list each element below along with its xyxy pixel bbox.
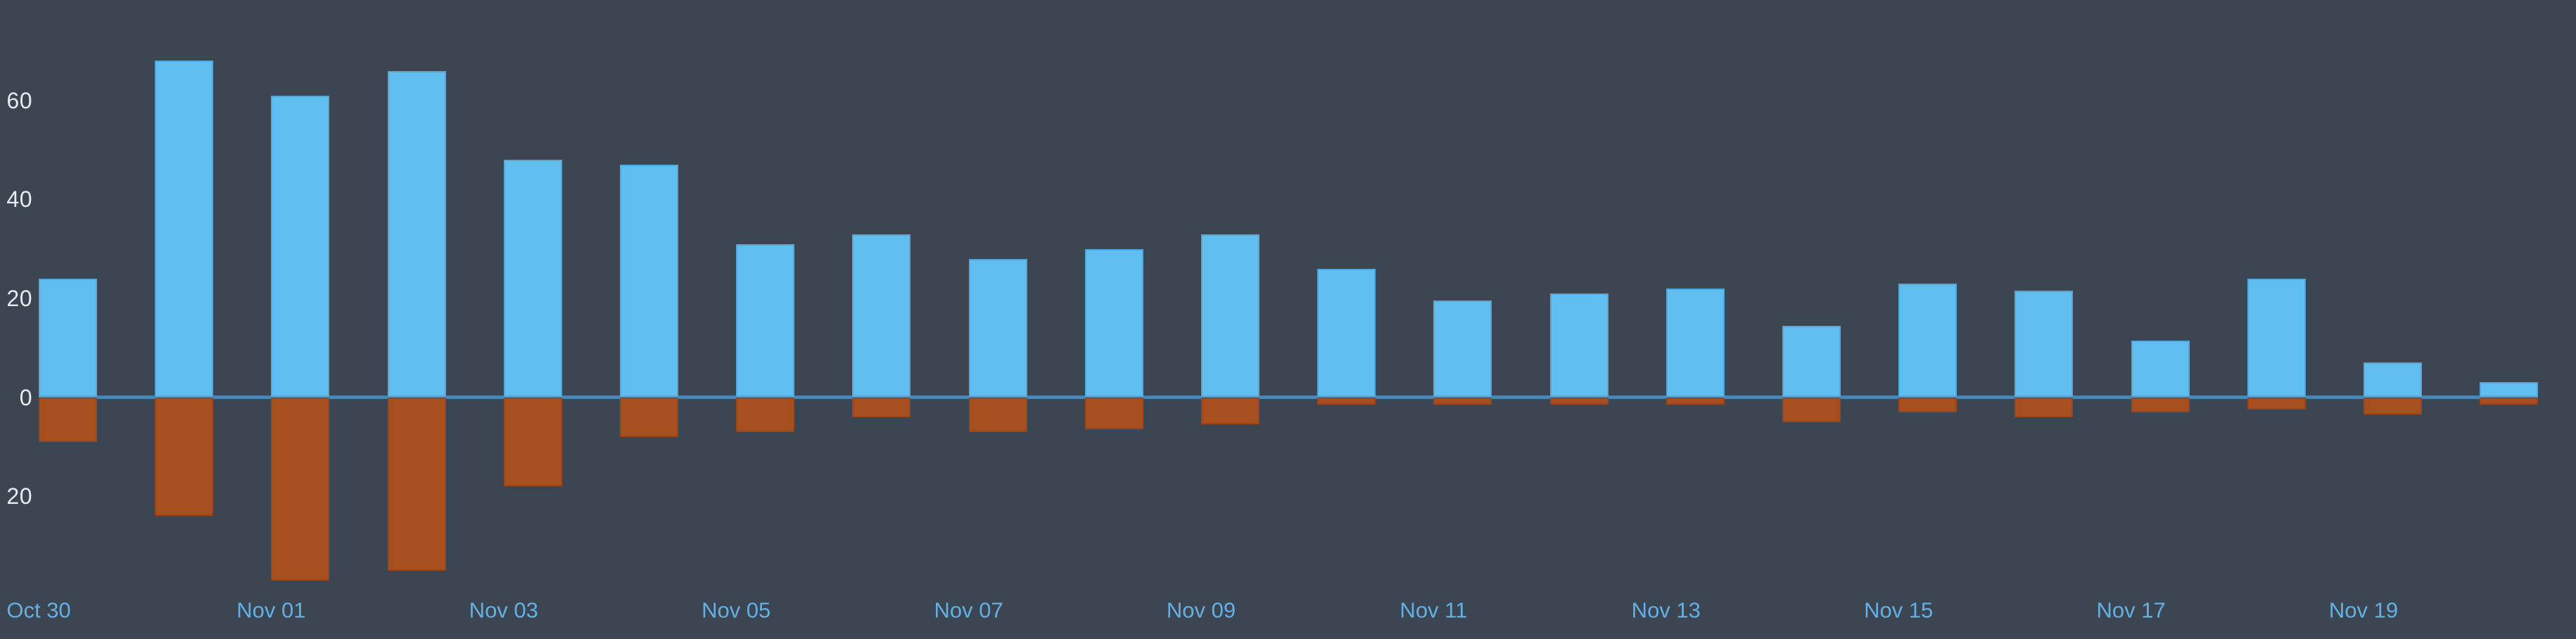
bar-negative-oct-30[interactable] (39, 397, 97, 442)
bar-negative-nov-09[interactable] (1201, 397, 1260, 425)
x-axis-date-label: Nov 15 (1864, 597, 1934, 623)
bar-negative-nov-17[interactable] (2131, 397, 2190, 412)
x-axis-date-label: Oct 30 (6, 597, 71, 623)
bar-negative-nov-20[interactable] (2480, 397, 2539, 405)
bar-positive-nov-20[interactable] (2480, 382, 2539, 398)
bar-positive-nov-01[interactable] (271, 95, 330, 398)
bar-negative-nov-05[interactable] (736, 397, 795, 432)
bar-positive-nov-11[interactable] (1433, 300, 1492, 398)
bar-negative-nov-07[interactable] (968, 397, 1027, 432)
bar-negative-nov-08[interactable] (1084, 397, 1143, 430)
bar-positive-nov-17[interactable] (2131, 340, 2190, 398)
y-axis-tick-label: 20 (6, 285, 32, 311)
bar-positive-oct-30[interactable] (39, 278, 97, 398)
bar-positive-nov-09[interactable] (1201, 234, 1260, 398)
bar-positive-nov-14[interactable] (1782, 325, 1841, 398)
y-axis-tick-label: 40 (6, 186, 32, 213)
bar-positive-nov-02[interactable] (387, 70, 446, 398)
bar-positive-nov-07[interactable] (968, 258, 1027, 398)
x-axis-date-label: Nov 09 (1166, 597, 1236, 623)
bar-positive-nov-08[interactable] (1084, 248, 1143, 398)
bar-positive-nov-15[interactable] (1898, 283, 1958, 398)
x-axis-date-label: Nov 01 (236, 597, 306, 623)
x-axis-date-label: Nov 13 (1631, 597, 1701, 623)
bar-negative-oct-31[interactable] (155, 397, 214, 517)
bar-negative-nov-15[interactable] (1898, 397, 1958, 412)
bar-positive-nov-12[interactable] (1549, 293, 1609, 398)
bar-negative-nov-13[interactable] (1665, 397, 1725, 405)
x-axis-date-label: Nov 17 (2096, 597, 2166, 623)
bar-negative-nov-06[interactable] (852, 397, 911, 417)
bar-positive-nov-05[interactable] (736, 243, 795, 398)
bar-negative-nov-12[interactable] (1549, 397, 1609, 405)
zero-axis-line (39, 396, 2539, 399)
bar-positive-nov-04[interactable] (620, 165, 678, 398)
bar-positive-nov-10[interactable] (1317, 268, 1376, 398)
bar-negative-nov-14[interactable] (1782, 397, 1841, 422)
y-axis-tick-label: 20 (6, 483, 32, 510)
bar-negative-nov-16[interactable] (2015, 397, 2074, 417)
x-axis-date-label: Nov 11 (1400, 597, 1468, 623)
bar-negative-nov-19[interactable] (2364, 397, 2422, 415)
bar-positive-nov-13[interactable] (1665, 288, 1725, 398)
x-axis-date-label: Nov 03 (469, 597, 538, 623)
x-axis-date-label: Nov 19 (2328, 597, 2399, 623)
bar-positive-nov-03[interactable] (503, 160, 562, 398)
bar-positive-oct-31[interactable] (155, 61, 214, 398)
bar-negative-nov-10[interactable] (1317, 397, 1376, 405)
bar-negative-nov-02[interactable] (387, 397, 446, 571)
y-axis-tick-label: 60 (6, 87, 32, 113)
bar-negative-nov-11[interactable] (1433, 397, 1492, 405)
bar-positive-nov-18[interactable] (2247, 278, 2306, 398)
bar-negative-nov-04[interactable] (620, 397, 678, 437)
x-axis-date-label: Nov 07 (934, 597, 1003, 623)
bar-positive-nov-19[interactable] (2364, 362, 2422, 398)
bar-negative-nov-18[interactable] (2247, 397, 2306, 410)
bar-negative-nov-01[interactable] (271, 397, 330, 581)
bar-positive-nov-06[interactable] (852, 234, 911, 398)
bar-negative-nov-03[interactable] (503, 397, 562, 487)
bar-positive-nov-16[interactable] (2015, 291, 2074, 398)
x-axis-date-label: Nov 05 (702, 597, 771, 623)
y-axis-tick-label: 0 (19, 384, 32, 410)
